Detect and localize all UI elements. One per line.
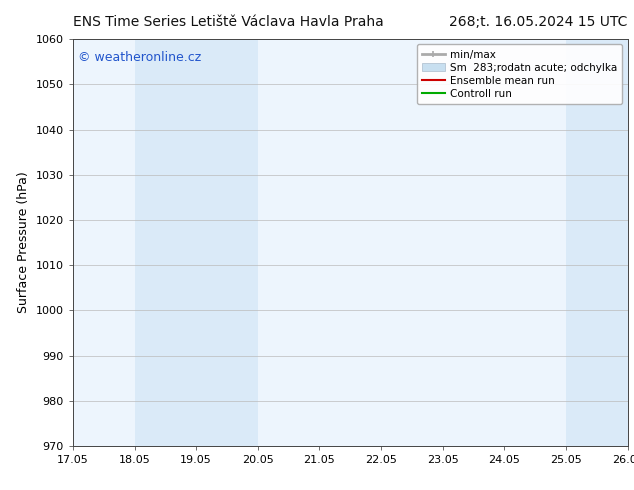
Y-axis label: Surface Pressure (hPa): Surface Pressure (hPa) xyxy=(17,172,30,314)
Bar xyxy=(566,39,628,446)
Text: 268;t. 16.05.2024 15 UTC: 268;t. 16.05.2024 15 UTC xyxy=(450,15,628,29)
Text: © weatheronline.cz: © weatheronline.cz xyxy=(79,51,202,64)
Legend: min/max, Sm  283;rodatn acute; odchylka, Ensemble mean run, Controll run: min/max, Sm 283;rodatn acute; odchylka, … xyxy=(417,45,623,104)
Text: ENS Time Series Letiště Václava Havla Praha: ENS Time Series Letiště Václava Havla Pr… xyxy=(73,15,384,29)
Bar xyxy=(134,39,258,446)
